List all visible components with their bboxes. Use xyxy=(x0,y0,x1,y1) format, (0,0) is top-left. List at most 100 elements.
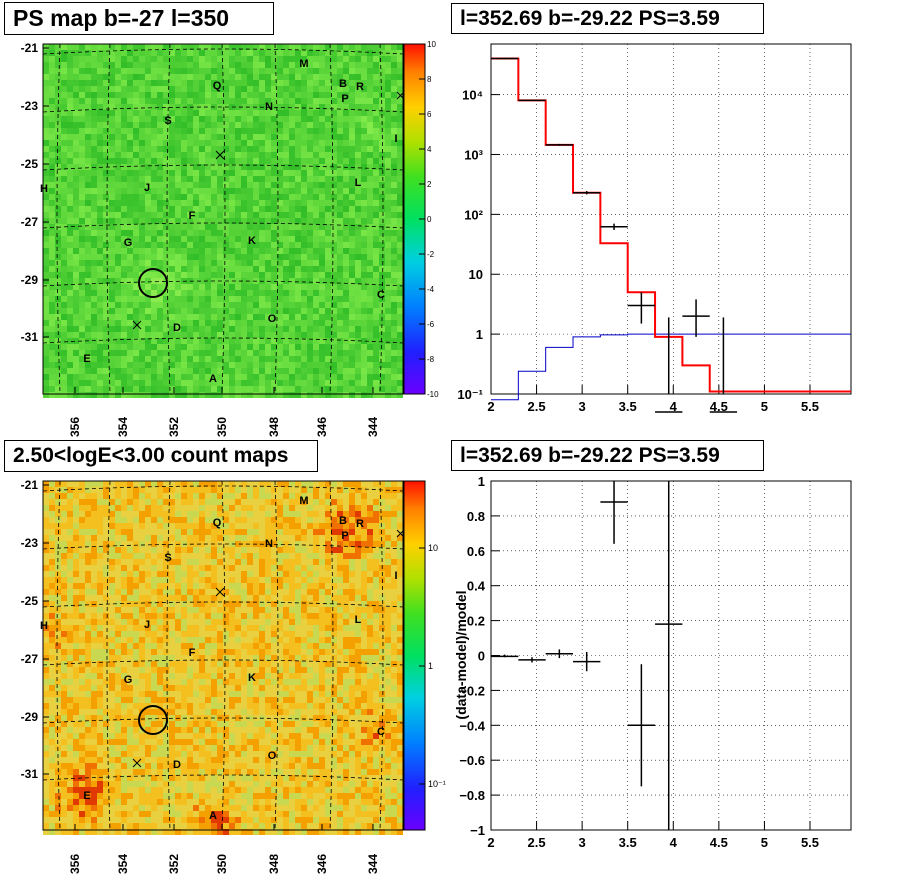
ps-map-pixel xyxy=(259,248,265,254)
ps-map-pixel xyxy=(181,140,187,146)
ps-map-pixel xyxy=(367,242,373,248)
count-map-pixel xyxy=(229,601,235,607)
count-map-pixel xyxy=(331,487,337,493)
count-map-pixel xyxy=(49,517,55,523)
ps-map-pixel xyxy=(325,320,331,326)
count-map-pixel xyxy=(115,601,121,607)
ps-map-pixel xyxy=(361,206,367,212)
count-map-pixel xyxy=(289,547,295,553)
ps-map-pixel xyxy=(373,68,379,74)
ps-map-pixel xyxy=(397,374,403,380)
count-map-pixel xyxy=(175,517,181,523)
count-map-pixel xyxy=(301,499,307,505)
count-map-pixel xyxy=(199,547,205,553)
ps-map-pixel xyxy=(391,80,397,86)
count-map-pixel xyxy=(151,541,157,547)
ps-map-pixel xyxy=(241,152,247,158)
ps-map-pixel xyxy=(325,362,331,368)
count-map-pixel xyxy=(115,571,121,577)
ps-map-pixel xyxy=(145,356,151,362)
ps-map-pixel xyxy=(367,188,373,194)
ps-map-pixel xyxy=(325,188,331,194)
ps-map-pixel xyxy=(265,224,271,230)
count-map-pixel xyxy=(361,481,367,487)
ps-map-pixel xyxy=(247,212,253,218)
count-map-pixel xyxy=(385,571,391,577)
count-map-pixel xyxy=(109,547,115,553)
ps-map-pixel xyxy=(193,80,199,86)
count-map-pixel xyxy=(61,583,67,589)
count-map-pixel xyxy=(301,565,307,571)
ps-map-pixel xyxy=(391,206,397,212)
ps-map-pixel xyxy=(163,236,169,242)
ps-map-pixel xyxy=(217,266,223,272)
ps-map-pixel xyxy=(157,56,163,62)
count-map-pixel xyxy=(325,541,331,547)
count-map-pixel xyxy=(67,613,73,619)
ps-map-pixel xyxy=(217,380,223,386)
ps-map-pixel xyxy=(241,74,247,80)
count-map-pixel xyxy=(121,541,127,547)
count-map-pixel xyxy=(181,535,187,541)
ps-map-pixel xyxy=(367,68,373,74)
ps-map-pixel xyxy=(331,56,337,62)
ps-map-pixel xyxy=(301,170,307,176)
ps-map-pixel xyxy=(319,278,325,284)
ps-map-pixel xyxy=(49,272,55,278)
count-map-pixel xyxy=(253,595,259,601)
count-map-pixel xyxy=(55,577,61,583)
ps-map-y-tick-label: -31 xyxy=(21,330,39,344)
ps-map-pixel xyxy=(169,320,175,326)
ps-map-pixel xyxy=(319,212,325,218)
ps-map-pixel xyxy=(133,236,139,242)
ps-map-pixel xyxy=(235,92,241,98)
ps-map-pixel xyxy=(349,242,355,248)
ps-map-pixel xyxy=(163,392,169,398)
ps-map-pixel xyxy=(337,302,343,308)
ps-map-pixel xyxy=(397,380,403,386)
count-map-pixel xyxy=(361,595,367,601)
count-map-pixel xyxy=(283,601,289,607)
ps-map-pixel xyxy=(289,122,295,128)
ps-map-pixel xyxy=(355,194,361,200)
ps-map-pixel xyxy=(151,332,157,338)
ps-map-pixel xyxy=(199,98,205,104)
ps-map-pixel xyxy=(103,152,109,158)
count-map-pixel xyxy=(319,487,325,493)
count-map-pixel xyxy=(73,541,79,547)
ps-map-pixel xyxy=(331,266,337,272)
ps-map-pixel xyxy=(133,242,139,248)
ps-map-pixel xyxy=(343,242,349,248)
ps-map-pixel xyxy=(199,212,205,218)
ps-map-pixel xyxy=(325,260,331,266)
ps-map-pixel xyxy=(301,284,307,290)
ps-map-pixel xyxy=(241,230,247,236)
ps-map-pixel xyxy=(169,146,175,152)
ps-map-pixel xyxy=(193,380,199,386)
count-map-pixel xyxy=(241,565,247,571)
ps-map-pixel xyxy=(235,380,241,386)
ps-map-pixel xyxy=(355,152,361,158)
ps-map-pixel xyxy=(325,116,331,122)
count-map-pixel xyxy=(121,493,127,499)
ps-map-pixel xyxy=(373,254,379,260)
count-map-pixel xyxy=(49,553,55,559)
ps-map-pixel xyxy=(229,308,235,314)
ps-map-pixel xyxy=(379,248,385,254)
count-map-pixel xyxy=(109,589,115,595)
ps-map-pixel xyxy=(73,146,79,152)
ps-map-pixel xyxy=(211,116,217,122)
ps-map-pixel xyxy=(373,170,379,176)
ps-map-pixel xyxy=(247,104,253,110)
ps-map-pixel xyxy=(145,272,151,278)
ps-map-pixel xyxy=(367,200,373,206)
ps-map-pixel xyxy=(55,380,61,386)
ps-map-pixel xyxy=(91,350,97,356)
ps-map-pixel xyxy=(391,98,397,104)
ps-map-pixel xyxy=(157,158,163,164)
ps-map-pixel xyxy=(169,194,175,200)
count-map-pixel xyxy=(43,595,49,601)
ps-map-colorbar-tick-label: -8 xyxy=(427,355,435,364)
ps-map-pixel xyxy=(343,182,349,188)
ps-map-pixel xyxy=(265,230,271,236)
